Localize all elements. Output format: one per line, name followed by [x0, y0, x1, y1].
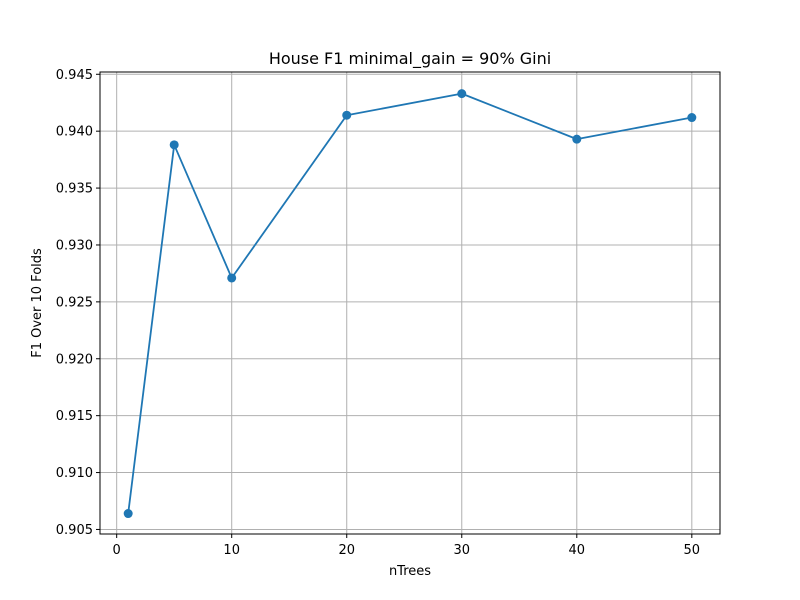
y-tick-label: 0.925 — [56, 295, 93, 310]
x-tick-label: 20 — [338, 543, 355, 558]
y-tick-label: 0.915 — [56, 409, 93, 424]
plot-frame — [99, 71, 721, 535]
x-tick-label: 10 — [223, 543, 240, 558]
y-tick-label: 0.920 — [56, 352, 93, 367]
data-point — [342, 110, 352, 120]
data-point — [169, 140, 179, 150]
data-point — [687, 113, 697, 123]
data-point — [457, 89, 467, 99]
y-tick-label: 0.905 — [56, 523, 93, 538]
y-tick-label: 0.940 — [56, 125, 93, 140]
y-tick-label: 0.935 — [56, 182, 93, 197]
x-tick-label: 0 — [113, 543, 121, 558]
x-tick-label: 40 — [569, 543, 586, 558]
data-point — [227, 273, 237, 283]
x-tick-label: 30 — [453, 543, 470, 558]
y-axis-label: F1 Over 10 Folds — [30, 248, 45, 358]
grid — [100, 72, 720, 534]
y-tick-label: 0.930 — [56, 238, 93, 253]
chart-title: House F1 minimal_gain = 90% Gini — [269, 49, 551, 69]
x-axis: 0 10 20 30 40 50 — [113, 534, 701, 558]
data-point — [572, 134, 582, 144]
x-tick-label: 50 — [684, 543, 701, 558]
x-axis-label: nTrees — [389, 564, 431, 579]
y-tick-label: 0.945 — [56, 68, 93, 83]
series-line — [127, 92, 692, 514]
data-point — [123, 509, 133, 519]
plot-series — [123, 89, 697, 519]
y-axis: 0.905 0.910 0.915 0.920 0.925 0.930 0.935 0.940… — [56, 68, 100, 538]
y-tick-label: 0.910 — [56, 466, 93, 481]
